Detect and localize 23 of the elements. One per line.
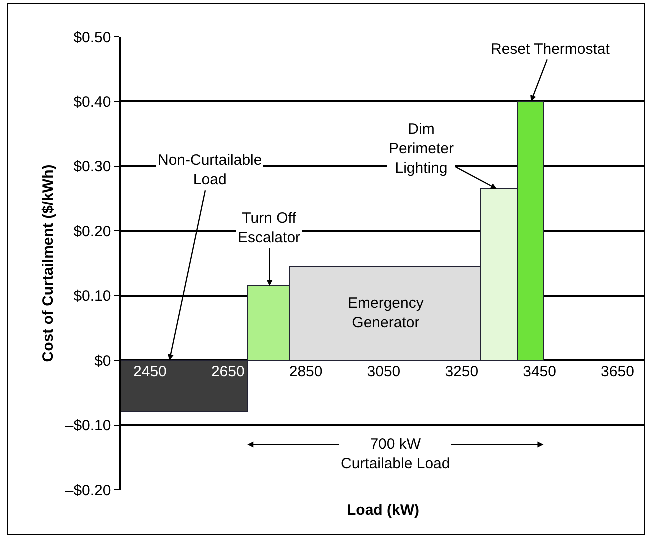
y-tick-label: –$0.20	[65, 482, 112, 500]
annotation: 700 kW Curtailable Load	[341, 436, 450, 472]
annotation: Emergency Generator	[348, 295, 424, 332]
y-tick-label: $0.20	[74, 223, 112, 240]
y-tick-label: $0.50	[74, 29, 112, 46]
x-tick-label: 2450	[134, 364, 167, 381]
y-tick-label: –$0.10	[65, 418, 112, 435]
annotation: Non-Curtailable Load	[158, 152, 262, 188]
annotation: Reset Thermostat	[491, 41, 611, 58]
x-tick-label: 2650	[211, 364, 245, 381]
x-tick-label: 3050	[367, 364, 401, 381]
x-tick-label: 2850	[289, 364, 323, 381]
y-tick-label: $0	[94, 352, 112, 370]
y-tick-label: $0.10	[74, 288, 112, 306]
annotation: Turn Off Escalator	[238, 210, 301, 246]
x-axis-title: Load (kW)	[347, 502, 420, 519]
x-tick-label: 3450	[523, 364, 556, 381]
y-tick-label: $0.40	[74, 94, 112, 111]
y-tick-label: $0.30	[74, 158, 112, 176]
annotation: Dim Perimeter Lighting	[389, 121, 454, 177]
y-axis-title: Cost of Curtailment ($/kWh)	[40, 164, 58, 362]
x-tick-label: 3650	[601, 364, 634, 381]
x-tick-label: 3250	[445, 364, 479, 381]
